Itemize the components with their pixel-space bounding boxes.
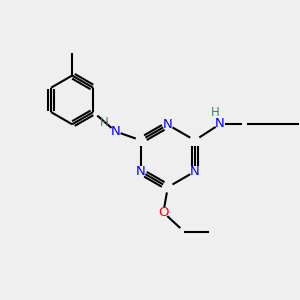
Text: H: H — [100, 116, 109, 129]
Text: N: N — [190, 165, 200, 178]
Text: H: H — [210, 106, 219, 119]
Text: N: N — [215, 118, 225, 130]
Text: N: N — [111, 125, 120, 138]
Text: N: N — [136, 165, 146, 178]
Text: N: N — [163, 118, 173, 131]
Text: O: O — [158, 206, 169, 219]
